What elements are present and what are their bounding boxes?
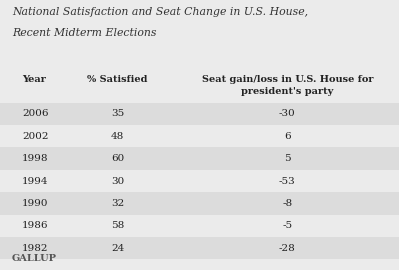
Text: Year: Year <box>22 75 46 84</box>
Text: Seat gain/loss in U.S. House for
president's party: Seat gain/loss in U.S. House for preside… <box>201 75 373 96</box>
Text: 1986: 1986 <box>22 221 48 230</box>
Text: 24: 24 <box>111 244 124 253</box>
Text: 1982: 1982 <box>22 244 48 253</box>
Bar <box>0 72 399 103</box>
Text: 48: 48 <box>111 132 124 141</box>
Text: 6: 6 <box>284 132 290 141</box>
Bar <box>0 125 399 147</box>
Text: 2006: 2006 <box>22 109 48 118</box>
Text: Recent Midterm Elections: Recent Midterm Elections <box>12 28 156 38</box>
Bar <box>0 192 399 215</box>
Text: % Satisfied: % Satisfied <box>87 75 148 84</box>
Text: -5: -5 <box>282 221 292 230</box>
Text: 1990: 1990 <box>22 199 48 208</box>
Text: -30: -30 <box>279 109 296 118</box>
Text: 2002: 2002 <box>22 132 48 141</box>
Text: 60: 60 <box>111 154 124 163</box>
Text: GALLUP: GALLUP <box>12 254 57 263</box>
Bar <box>0 103 399 125</box>
Bar <box>0 170 399 192</box>
Bar <box>0 147 399 170</box>
Text: 1994: 1994 <box>22 177 48 185</box>
Text: -8: -8 <box>282 199 292 208</box>
Bar <box>0 215 399 237</box>
Text: 30: 30 <box>111 177 124 185</box>
Text: 1998: 1998 <box>22 154 48 163</box>
Text: -28: -28 <box>279 244 296 253</box>
Text: National Satisfaction and Seat Change in U.S. House,: National Satisfaction and Seat Change in… <box>12 7 308 17</box>
Text: 5: 5 <box>284 154 290 163</box>
Bar <box>0 237 399 259</box>
Text: 58: 58 <box>111 221 124 230</box>
Text: 32: 32 <box>111 199 124 208</box>
Text: 35: 35 <box>111 109 124 118</box>
Text: -53: -53 <box>279 177 296 185</box>
